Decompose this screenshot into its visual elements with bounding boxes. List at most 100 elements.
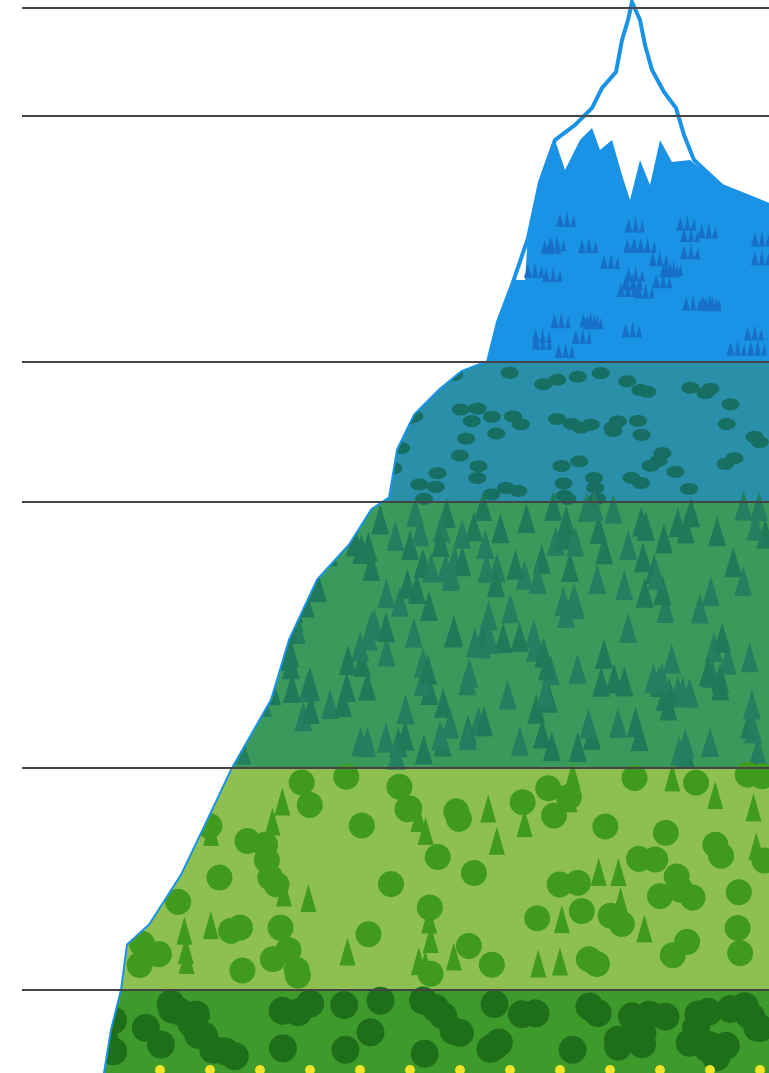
- grass-tuft: [682, 294, 703, 311]
- grass-tuft: [571, 327, 592, 344]
- conifer: [274, 787, 291, 816]
- conifer: [321, 688, 340, 719]
- conifer: [246, 614, 265, 645]
- conifer: [300, 883, 317, 912]
- conifer: [479, 600, 498, 631]
- shrub: [469, 460, 488, 473]
- conifer: [745, 793, 762, 822]
- tree-crown: [182, 1017, 211, 1046]
- shrub: [554, 477, 573, 490]
- conifer: [377, 722, 396, 753]
- shrub: [383, 410, 402, 423]
- conifer: [202, 911, 219, 940]
- grass-tuft: [629, 237, 650, 254]
- conifer: [464, 511, 483, 542]
- grass-tuft: [579, 311, 600, 328]
- tree-crown: [145, 941, 172, 968]
- tree-crown: [229, 957, 256, 984]
- tree-crown: [727, 940, 754, 967]
- tree-crown: [592, 813, 619, 840]
- conifer: [352, 646, 371, 677]
- grass-tuft: [652, 272, 673, 289]
- conifer: [615, 569, 634, 600]
- conifer: [275, 878, 292, 907]
- zone-lines: [22, 7, 769, 991]
- tree-crown: [439, 1016, 468, 1045]
- grass-tuft: [743, 324, 764, 341]
- conifer: [410, 947, 427, 976]
- conifer: [506, 549, 525, 580]
- shrub: [390, 384, 409, 397]
- conifer: [290, 572, 309, 603]
- conifer: [130, 881, 147, 910]
- conifer: [281, 649, 300, 680]
- conifer: [422, 925, 439, 954]
- conifer: [588, 563, 607, 594]
- conifer: [377, 636, 396, 667]
- tree-crown: [110, 878, 137, 905]
- tree-crown: [330, 991, 359, 1020]
- grass-tuft: [750, 230, 769, 247]
- conifer: [421, 552, 440, 583]
- conifer: [276, 530, 295, 561]
- grass-tuft: [750, 249, 769, 266]
- tree-crown: [131, 1013, 160, 1042]
- conifer: [285, 593, 304, 624]
- conifer: [560, 552, 579, 583]
- grass-tuft: [662, 260, 683, 277]
- conifer: [590, 857, 607, 886]
- shrub: [412, 372, 431, 385]
- conifer: [441, 708, 460, 739]
- conifer: [293, 534, 312, 565]
- tree-crown: [642, 846, 669, 873]
- shrub: [482, 488, 501, 501]
- conifer: [431, 527, 450, 558]
- conifer: [261, 554, 280, 585]
- conifer: [396, 694, 415, 725]
- conifer: [278, 578, 297, 609]
- conifer: [465, 627, 484, 658]
- tree-crown: [481, 1031, 510, 1060]
- conifer: [568, 653, 587, 684]
- shrub: [548, 413, 567, 426]
- tree-crown: [597, 902, 624, 929]
- tree-crown: [333, 763, 360, 790]
- conifer: [475, 706, 494, 737]
- conifer: [398, 568, 417, 599]
- grass-tuft: [697, 222, 718, 239]
- tree-crown: [711, 1031, 740, 1060]
- conifer: [434, 687, 453, 718]
- tree-crown: [416, 894, 443, 921]
- tree-crown: [114, 829, 141, 856]
- conifer: [498, 679, 517, 710]
- shrub: [653, 447, 672, 460]
- conifer: [734, 565, 753, 596]
- alpine-zone-base: [105, 280, 769, 362]
- conifer: [592, 666, 611, 697]
- conifer: [662, 643, 681, 674]
- tree-crown: [105, 1037, 128, 1066]
- conifer: [619, 613, 638, 644]
- tree-crown: [218, 917, 245, 944]
- tree-crown: [169, 825, 196, 852]
- grass-tuft: [679, 226, 700, 243]
- shrub: [570, 455, 589, 468]
- tree-crown: [521, 999, 550, 1028]
- conifer: [274, 525, 293, 556]
- tree-crown: [555, 783, 582, 810]
- shrub: [497, 481, 516, 494]
- conifer: [319, 536, 338, 567]
- tree-crown: [558, 1035, 587, 1064]
- tree-crown: [410, 1039, 439, 1068]
- grass-tuft: [531, 333, 552, 350]
- conifer: [724, 547, 743, 578]
- conifer: [488, 826, 505, 855]
- grass-tuft: [634, 282, 655, 299]
- conifer: [359, 531, 378, 562]
- shrub: [548, 373, 567, 386]
- conifer: [401, 529, 420, 560]
- tree-crown: [725, 879, 752, 906]
- shrub: [591, 367, 610, 380]
- conifer: [358, 670, 377, 701]
